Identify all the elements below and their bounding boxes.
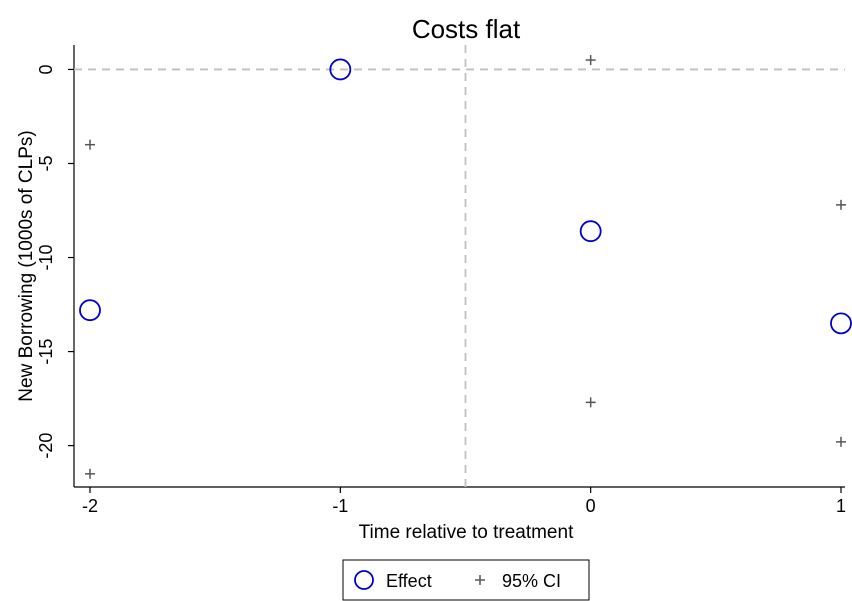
ci-point [836,199,846,210]
y-tick-label: -20 [36,433,56,459]
data-marks [79,55,852,479]
y-tick-label: -5 [36,155,56,171]
y-tick-label: 0 [36,64,56,74]
ci-point [585,55,596,66]
legend-ci-marker [475,575,485,585]
chart-title: Costs flat [412,14,521,44]
effect-point [329,58,352,81]
effect-point [579,220,602,243]
effect-point [79,299,101,322]
legend-effect-marker [354,570,374,590]
ci-point [836,436,846,447]
ci-point [85,139,95,150]
x-axis-ticks: -2 -1 0 1 [82,487,846,516]
x-axis-label: Time relative to treatment [359,522,574,543]
legend: Effect 95% CI [342,559,590,601]
legend-ci-label: 95% CI [502,571,561,591]
plot-frame [73,45,845,488]
x-tick-label: 1 [836,496,846,516]
ci-point [85,468,95,479]
x-tick-label: -2 [82,496,98,516]
y-axis-label: New Borrowing (1000s of CLPs) [16,130,37,401]
effect-point [830,312,852,335]
reference-lines [74,45,845,487]
legend-box [342,559,590,601]
ci-point [585,397,596,408]
x-tick-label: 0 [586,496,596,516]
y-axis-ticks: 0 -5 -10 -15 -20 [36,64,74,459]
legend-effect-label: Effect [386,571,432,591]
y-tick-label: -10 [36,245,56,271]
x-tick-label: -1 [332,496,348,516]
y-tick-label: -15 [36,339,56,365]
